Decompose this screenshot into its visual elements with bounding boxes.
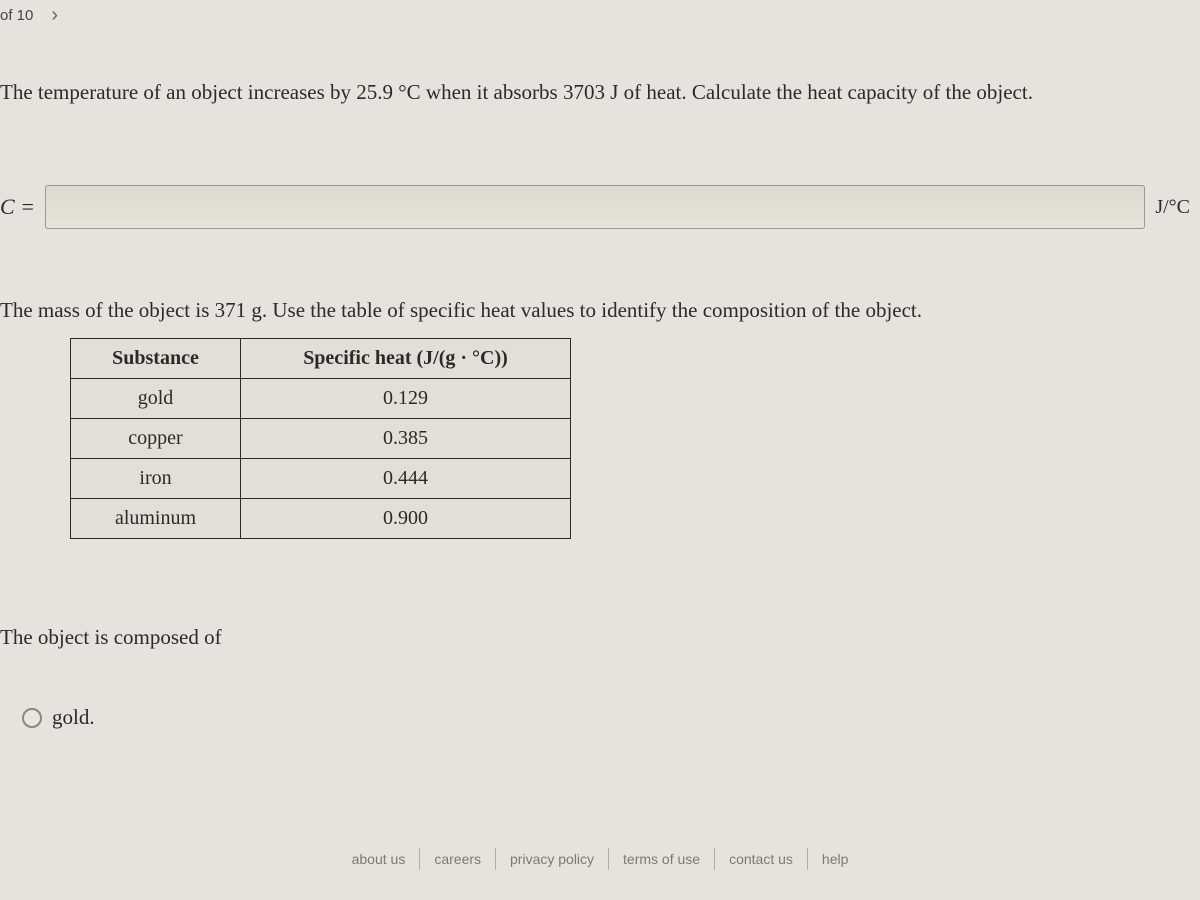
next-icon[interactable]: ›: [45, 4, 64, 27]
table-row: iron 0.444: [71, 459, 571, 499]
table-row: copper 0.385: [71, 419, 571, 459]
question-text: The temperature of an object increases b…: [0, 78, 1190, 107]
answer-row: C = J/°C: [0, 185, 1190, 229]
footer-link-privacy[interactable]: privacy policy: [496, 851, 608, 867]
table-header-substance: Substance: [71, 339, 241, 379]
mass-text: The mass of the object is 371 g. Use the…: [0, 298, 922, 323]
table-cell-substance: copper: [71, 419, 241, 459]
footer-link-help[interactable]: help: [808, 851, 862, 867]
compose-text: The object is composed of: [0, 625, 222, 650]
footer-link-about[interactable]: about us: [338, 851, 420, 867]
radio-icon: [22, 708, 42, 728]
table-cell-value: 0.129: [241, 379, 571, 419]
table-row: gold 0.129: [71, 379, 571, 419]
footer-link-contact[interactable]: contact us: [715, 851, 807, 867]
heat-capacity-input[interactable]: [45, 185, 1145, 229]
footer: about us careers privacy policy terms of…: [0, 848, 1200, 870]
pager: of 10 ›: [0, 0, 64, 31]
table-cell-value: 0.385: [241, 419, 571, 459]
footer-link-terms[interactable]: terms of use: [609, 851, 714, 867]
radio-option-gold[interactable]: gold.: [22, 705, 95, 730]
table-cell-substance: iron: [71, 459, 241, 499]
table-row: aluminum 0.900: [71, 499, 571, 539]
table-cell-substance: aluminum: [71, 499, 241, 539]
answer-unit: J/°C: [1155, 196, 1190, 219]
radio-label: gold.: [52, 705, 95, 730]
table-cell-value: 0.444: [241, 459, 571, 499]
table-header-specific-heat: Specific heat (J/(g · °C)): [241, 339, 571, 379]
pager-text: of 10: [0, 7, 33, 24]
footer-link-careers[interactable]: careers: [420, 851, 495, 867]
specific-heat-table: Substance Specific heat (J/(g · °C)) gol…: [70, 338, 571, 539]
table-header-row: Substance Specific heat (J/(g · °C)): [71, 339, 571, 379]
answer-label: C =: [0, 194, 35, 220]
table-cell-value: 0.900: [241, 499, 571, 539]
table-cell-substance: gold: [71, 379, 241, 419]
